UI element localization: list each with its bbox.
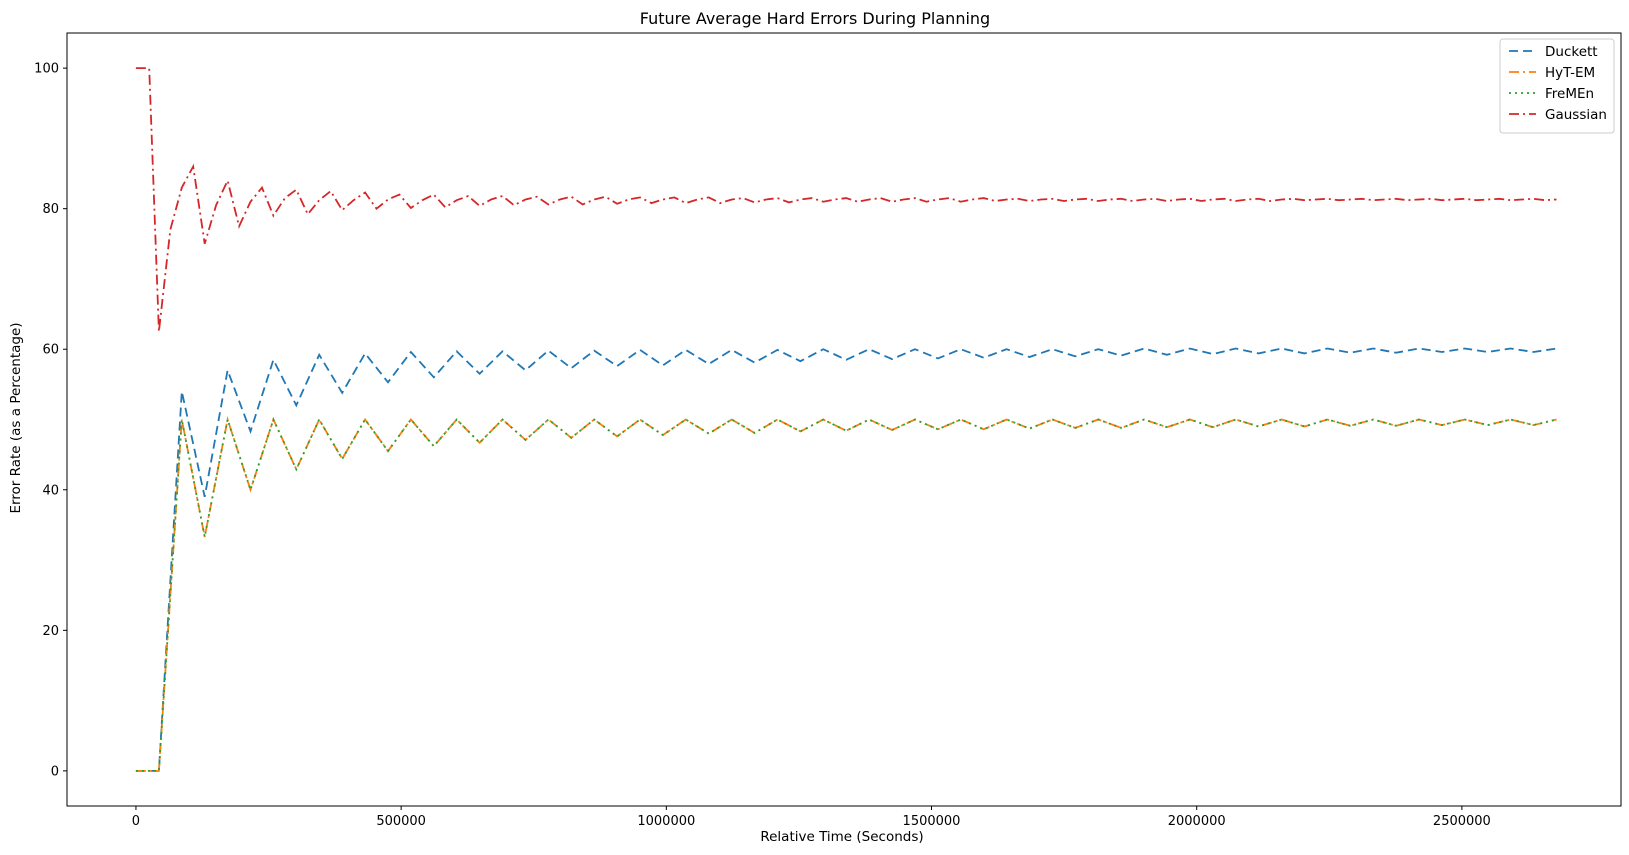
legend: Duckett HyT-EM FreMEn Gaussian (1499, 38, 1615, 134)
chart-title: Future Average Hard Errors During Planni… (640, 9, 990, 28)
y-tick-label: 80 (42, 202, 59, 217)
y-tick-label: 60 (42, 343, 59, 358)
x-tick-label: 1000000 (637, 814, 695, 829)
series-line-duckett (135, 347, 1557, 772)
x-axis: 0 500000 1000000 1500000 2000000 2500000 (132, 806, 1491, 829)
x-tick-label: 2000000 (1168, 814, 1226, 829)
x-tick-label: 500000 (376, 814, 426, 829)
legend-label: FreMEn (1545, 86, 1594, 102)
y-tick-label: 40 (42, 483, 59, 498)
series-line-fremen (135, 415, 1557, 772)
plot-area (66, 32, 1622, 807)
legend-label: Gaussian (1545, 107, 1607, 123)
series-line-gaussian (135, 67, 1557, 332)
x-tick-label: 2500000 (1433, 814, 1491, 829)
x-tick-label: 1500000 (903, 814, 961, 829)
x-axis-label: Relative Time (Seconds) (760, 829, 923, 845)
legend-box (1499, 38, 1615, 134)
y-axis-label: Error Rate (as a Percentage) (8, 322, 24, 513)
y-tick-label: 20 (42, 624, 59, 639)
y-tick-label: 100 (34, 62, 59, 77)
plot-frame (66, 32, 1622, 807)
legend-label: HyT-EM (1545, 65, 1595, 81)
y-tick-label: 0 (51, 764, 59, 779)
legend-label: Duckett (1545, 44, 1598, 60)
x-tick-label: 0 (132, 814, 140, 829)
y-axis: 0 20 40 60 80 100 (34, 62, 67, 779)
